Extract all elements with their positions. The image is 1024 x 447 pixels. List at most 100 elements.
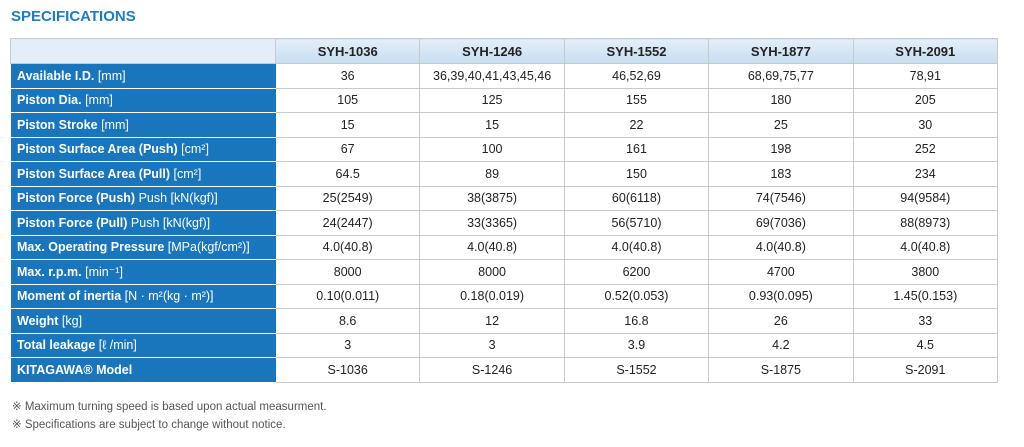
- table-cell: 8.6: [274, 308, 421, 334]
- row-label: Moment of inertia [N · m²(kg · m²)]: [10, 283, 276, 309]
- table-row: Max. Operating Pressure [MPa(kgf/cm²)] 4.…: [10, 234, 999, 260]
- row-label: KITAGAWA® Model: [10, 357, 276, 383]
- table-cell: 100: [419, 136, 565, 162]
- table-cell: 64.5: [274, 161, 421, 187]
- row-unit: Push [kN(kgf)]: [138, 191, 218, 206]
- row-unit: [MPa(kgf/cm²)]: [167, 240, 250, 255]
- table-cell: 12: [419, 308, 565, 334]
- row-unit: [cm²]: [173, 166, 202, 181]
- row-unit: [ℓ /min]: [98, 338, 137, 353]
- spec-table: SYH-1036 SYH-1246 SYH-1552 SYH-1877 SYH-2091…: [10, 38, 999, 383]
- table-cell: 36: [274, 63, 421, 89]
- table-cell: 4.0(40.8): [708, 234, 854, 260]
- table-cell: 4.2: [708, 332, 854, 358]
- table-cell: 180: [708, 87, 854, 113]
- row-label: Piston Force (Push) Push [kN(kgf)]: [10, 185, 276, 211]
- table-cell: 46,52,69: [563, 63, 710, 89]
- row-unit: [cm²]: [181, 142, 209, 157]
- table-cell: S-1036: [274, 357, 421, 383]
- note: ※ Specifications are subject to change w…: [12, 419, 286, 431]
- table-row: Total leakage [ℓ /min] 3 3 3.9 4.2 4.5: [10, 332, 999, 358]
- table-cell: 4.5: [852, 332, 999, 358]
- table-cell: 3: [274, 332, 421, 358]
- table-cell: 234: [852, 161, 999, 187]
- row-label: Piston Dia. [mm]: [10, 87, 276, 113]
- table-row: KITAGAWA® Model S-1036 S-1246 S-1552 S-1875 S…: [10, 357, 999, 383]
- column-header: SYH-2091: [852, 38, 999, 64]
- table-cell: 33(3365): [419, 210, 565, 236]
- row-name: Piston Surface Area (Pull): [17, 166, 171, 181]
- row-unit: [min⁻¹]: [85, 265, 123, 280]
- table-row: Piston Stroke [mm] 15 15 22 25 30: [10, 112, 999, 138]
- table-cell: 67: [274, 136, 421, 162]
- row-unit: [mm]: [101, 117, 129, 132]
- table-cell: 4.0(40.8): [274, 234, 421, 260]
- table-cell: 0.93(0.095): [708, 283, 854, 309]
- table-cell: S-2091: [852, 357, 999, 383]
- table-row: Piston Force (Pull) Push [kN(kgf)] 24(244…: [10, 210, 999, 236]
- row-label: Available I.D. [mm]: [10, 63, 276, 89]
- table-cell: 155: [563, 87, 710, 113]
- table-cell: S-1875: [708, 357, 854, 383]
- table-row: Piston Force (Push) Push [kN(kgf)] 25(254…: [10, 185, 999, 211]
- table-cell: 183: [708, 161, 854, 187]
- header-row: SYH-1036 SYH-1246 SYH-1552 SYH-1877 SYH-2091: [10, 38, 999, 64]
- row-name: Piston Dia.: [17, 93, 82, 108]
- column-header: SYH-1246: [419, 38, 565, 64]
- row-label: Piston Surface Area (Push) [cm²]: [10, 136, 276, 162]
- table-row: Moment of inertia [N · m²(kg · m²)] 0.10(…: [10, 283, 999, 309]
- table-cell: 88(8973): [852, 210, 999, 236]
- row-label: Total leakage [ℓ /min]: [10, 332, 276, 358]
- table-cell: 25: [708, 112, 854, 138]
- table-cell: 0.10(0.011): [274, 283, 421, 309]
- table-cell: 36,39,40,41,43,45,46: [419, 63, 565, 89]
- corner-cell: [10, 38, 276, 64]
- table-cell: 94(9584): [852, 185, 999, 211]
- table-cell: 30: [852, 112, 999, 138]
- row-unit: [mm]: [85, 93, 113, 108]
- column-header: SYH-1877: [708, 38, 854, 64]
- row-name: Piston Force (Push): [17, 191, 136, 206]
- table-cell: 15: [419, 112, 565, 138]
- table-cell: 89: [419, 161, 565, 187]
- table-cell: 125: [419, 87, 565, 113]
- notes: ※ Maximum turning speed is based upon ac…: [12, 398, 327, 434]
- row-name: Total leakage: [17, 338, 96, 353]
- table-cell: 3: [419, 332, 565, 358]
- row-label: Weight [kg]: [10, 308, 276, 334]
- table-cell: 8000: [419, 259, 565, 285]
- row-label: Piston Force (Pull) Push [kN(kgf)]: [10, 210, 276, 236]
- row-label: Piston Stroke [mm]: [10, 112, 276, 138]
- table-cell: S-1246: [419, 357, 565, 383]
- table-body: Available I.D. [mm] 36 36,39,40,41,43,45,4…: [10, 63, 999, 383]
- table-cell: 4.0(40.8): [852, 234, 999, 260]
- row-name: Piston Force (Pull): [17, 215, 128, 230]
- row-label: Max. r.p.m. [min⁻¹]: [10, 259, 276, 285]
- column-header: SYH-1036: [274, 38, 421, 64]
- table-row: Piston Surface Area (Push) [cm²] 67 100 161…: [10, 136, 999, 162]
- table-cell: 1.45(0.153): [852, 283, 999, 309]
- table-cell: 78,91: [852, 63, 999, 89]
- row-unit: [mm]: [97, 68, 126, 83]
- table-cell: 69(7036): [708, 210, 854, 236]
- table-cell: 4.0(40.8): [563, 234, 710, 260]
- table-cell: 0.18(0.019): [419, 283, 565, 309]
- table-cell: 0.52(0.053): [563, 283, 710, 309]
- note: ※ Maximum turning speed is based upon ac…: [12, 401, 327, 413]
- table-cell: 24(2447): [274, 210, 421, 236]
- table-row: Max. r.p.m. [min⁻¹] 8000 8000 6200 4700 3800: [10, 259, 999, 285]
- table-cell: 3.9: [563, 332, 710, 358]
- row-name: Available I.D.: [17, 68, 95, 83]
- table-row: Piston Surface Area (Pull) [cm²] 64.5 89 15…: [10, 161, 999, 187]
- table-cell: 74(7546): [708, 185, 854, 211]
- table-cell: 15: [274, 112, 421, 138]
- column-header: SYH-1552: [563, 38, 710, 64]
- table-cell: 252: [852, 136, 999, 162]
- table-cell: 16.8: [563, 308, 710, 334]
- table-cell: 4700: [708, 259, 854, 285]
- title: SPECIFICATIONS: [11, 8, 136, 25]
- row-name: Weight: [17, 313, 59, 328]
- table-cell: 60(6118): [563, 185, 710, 211]
- row-unit: Push [kN(kgf)]: [130, 215, 211, 230]
